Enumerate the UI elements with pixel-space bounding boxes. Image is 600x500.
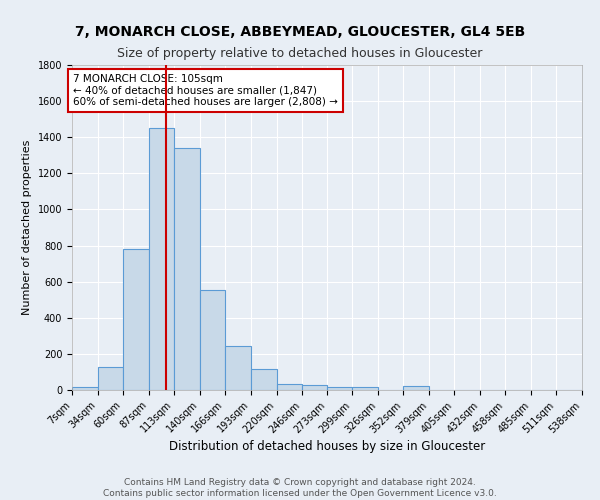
Text: 7, MONARCH CLOSE, ABBEYMEAD, GLOUCESTER, GL4 5EB: 7, MONARCH CLOSE, ABBEYMEAD, GLOUCESTER,… xyxy=(75,25,525,39)
Bar xyxy=(302,386,328,390)
Bar xyxy=(174,148,200,390)
Text: Contains HM Land Registry data © Crown copyright and database right 2024.
Contai: Contains HM Land Registry data © Crown c… xyxy=(103,478,497,498)
Bar xyxy=(123,249,149,390)
Bar xyxy=(200,290,225,390)
Bar xyxy=(328,388,352,390)
Text: Size of property relative to detached houses in Gloucester: Size of property relative to detached ho… xyxy=(118,48,482,60)
Bar xyxy=(98,366,123,390)
X-axis label: Distribution of detached houses by size in Gloucester: Distribution of detached houses by size … xyxy=(169,440,485,453)
Bar xyxy=(403,386,429,390)
Bar xyxy=(352,388,379,390)
Bar xyxy=(149,128,174,390)
Text: 7 MONARCH CLOSE: 105sqm
← 40% of detached houses are smaller (1,847)
60% of semi: 7 MONARCH CLOSE: 105sqm ← 40% of detache… xyxy=(73,74,338,107)
Bar xyxy=(225,346,251,390)
Bar xyxy=(251,369,277,390)
Bar xyxy=(72,388,98,390)
Bar xyxy=(277,384,302,390)
Y-axis label: Number of detached properties: Number of detached properties xyxy=(22,140,32,315)
